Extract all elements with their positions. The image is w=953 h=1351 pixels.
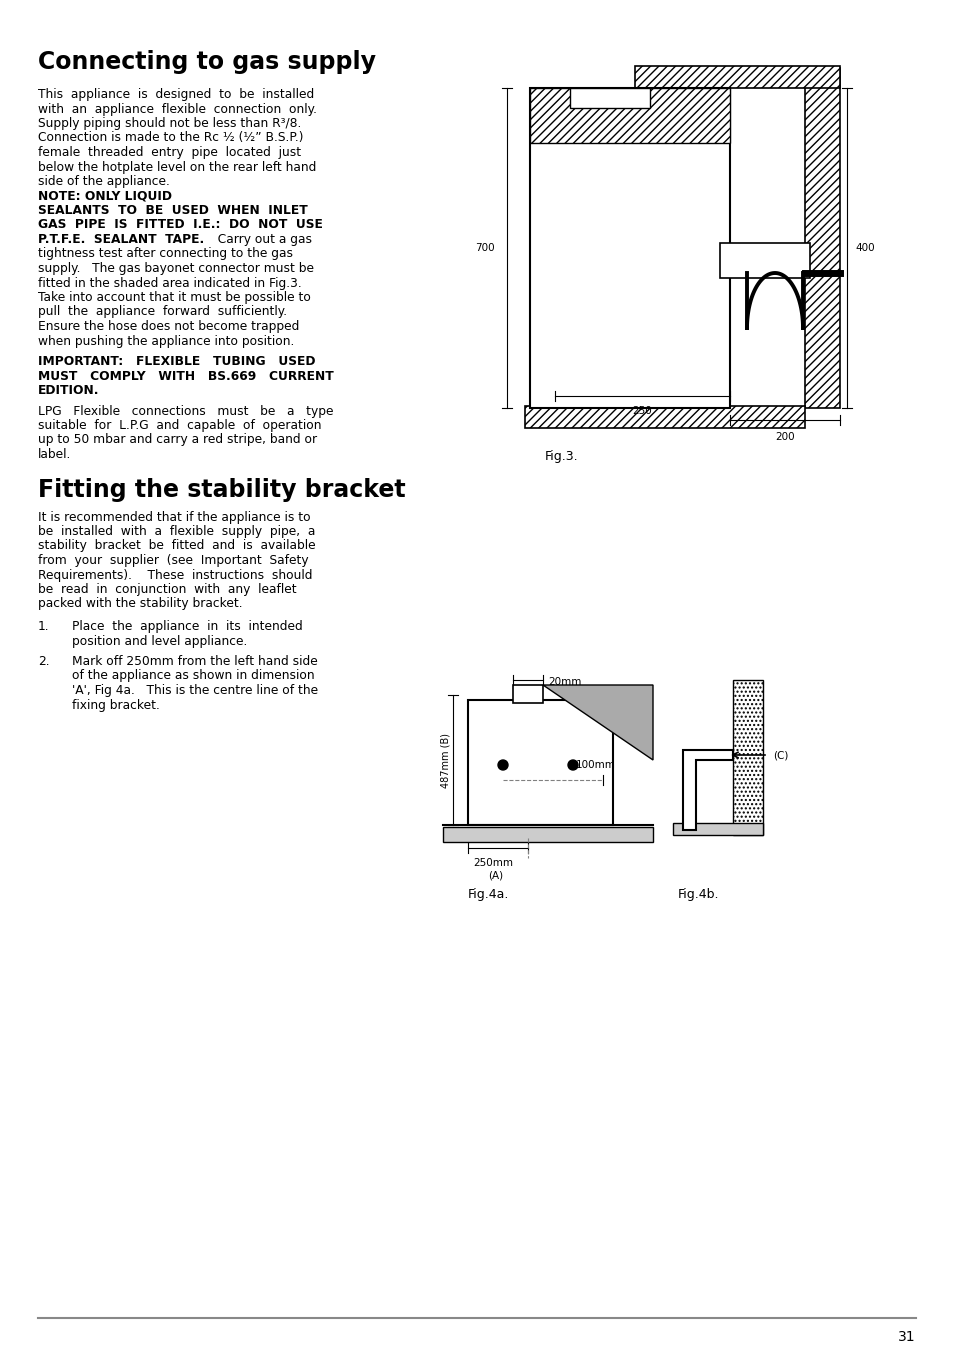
Text: 700: 700 (475, 243, 495, 253)
Text: LPG   Flexible   connections   must   be   a   type: LPG Flexible connections must be a type (38, 404, 334, 417)
Bar (720, 243, 809, 278)
Text: Fig.4b.: Fig.4b. (678, 888, 719, 901)
Text: Requirements).    These  instructions  should: Requirements). These instructions should (38, 569, 313, 581)
Text: (C): (C) (772, 750, 787, 761)
Bar (569, 88, 649, 108)
Bar (468, 700, 613, 825)
Text: position and level appliance.: position and level appliance. (71, 635, 247, 647)
Bar (530, 88, 729, 408)
Text: when pushing the appliance into position.: when pushing the appliance into position… (38, 335, 294, 347)
Text: be  installed  with  a  flexible  supply  pipe,  a: be installed with a flexible supply pipe… (38, 526, 315, 538)
Text: Ensure the hose does not become trapped: Ensure the hose does not become trapped (38, 320, 299, 332)
Text: 2.: 2. (38, 655, 50, 667)
Text: stability  bracket  be  fitted  and  is  available: stability bracket be fitted and is avail… (38, 539, 315, 553)
Text: 400: 400 (854, 243, 874, 253)
Text: with  an  appliance  flexible  connection  only.: with an appliance flexible connection on… (38, 103, 316, 115)
Text: P.T.F.E.  SEALANT  TAPE.: P.T.F.E. SEALANT TAPE. (38, 232, 204, 246)
Text: (A): (A) (488, 870, 502, 880)
Text: fixing bracket.: fixing bracket. (71, 698, 160, 712)
Polygon shape (542, 685, 652, 761)
Text: below the hotplate level on the rear left hand: below the hotplate level on the rear lef… (38, 161, 316, 173)
Text: Connecting to gas supply: Connecting to gas supply (38, 50, 375, 74)
Text: Fig.4a.: Fig.4a. (468, 888, 509, 901)
Text: up to 50 mbar and carry a red stripe, band or: up to 50 mbar and carry a red stripe, ba… (38, 434, 316, 446)
Text: be  read  in  conjunction  with  any  leaflet: be read in conjunction with any leaflet (38, 584, 296, 596)
Text: IMPORTANT:   FLEXIBLE   TUBING   USED: IMPORTANT: FLEXIBLE TUBING USED (38, 355, 315, 367)
Text: 487mm (B): 487mm (B) (440, 732, 451, 788)
Text: 'A', Fig 4a.   This is the centre line of the: 'A', Fig 4a. This is the centre line of … (71, 684, 317, 697)
Bar (732, 680, 762, 835)
Text: Fitting the stability bracket: Fitting the stability bracket (38, 478, 405, 503)
Text: packed with the stability bracket.: packed with the stability bracket. (38, 597, 242, 611)
Text: supply.   The gas bayonet connector must be: supply. The gas bayonet connector must b… (38, 262, 314, 276)
Text: female  threaded  entry  pipe  located  just: female threaded entry pipe located just (38, 146, 301, 159)
Text: label.: label. (38, 449, 71, 461)
Text: MUST   COMPLY   WITH   BS.669   CURRENT: MUST COMPLY WITH BS.669 CURRENT (38, 370, 334, 382)
Text: Connection is made to the Rc ½ (½” B.S.P.): Connection is made to the Rc ½ (½” B.S.P… (38, 131, 303, 145)
Bar (635, 66, 840, 88)
Polygon shape (682, 750, 732, 830)
Text: This  appliance  is  designed  to  be  installed: This appliance is designed to be install… (38, 88, 314, 101)
Text: It is recommended that if the appliance is to: It is recommended that if the appliance … (38, 511, 311, 523)
Text: 20mm: 20mm (547, 677, 580, 688)
Bar (672, 823, 762, 835)
Text: fitted in the shaded area indicated in Fig.3.: fitted in the shaded area indicated in F… (38, 277, 301, 289)
Text: Carry out a gas: Carry out a gas (210, 232, 312, 246)
Text: tightness test after connecting to the gas: tightness test after connecting to the g… (38, 247, 293, 261)
Bar (804, 68, 840, 408)
Text: 250mm: 250mm (473, 858, 513, 867)
Text: Place  the  appliance  in  its  intended: Place the appliance in its intended (71, 620, 302, 634)
Text: Mark off 250mm from the left hand side: Mark off 250mm from the left hand side (71, 655, 317, 667)
Text: Fig.3.: Fig.3. (544, 450, 578, 463)
Text: GAS  PIPE  IS  FITTED  I.E.:  DO  NOT  USE: GAS PIPE IS FITTED I.E.: DO NOT USE (38, 219, 322, 231)
Text: from  your  supplier  (see  Important  Safety: from your supplier (see Important Safety (38, 554, 309, 567)
Text: 200: 200 (775, 432, 794, 442)
Text: 31: 31 (898, 1329, 915, 1344)
Text: 1.: 1. (38, 620, 50, 634)
Text: of the appliance as shown in dimension: of the appliance as shown in dimension (71, 670, 314, 682)
Text: SEALANTS  TO  BE  USED  WHEN  INLET: SEALANTS TO BE USED WHEN INLET (38, 204, 308, 218)
Text: NOTE: ONLY LIQUID: NOTE: ONLY LIQUID (38, 189, 172, 203)
Bar (530, 88, 729, 143)
Bar (442, 827, 652, 842)
Bar (513, 685, 542, 703)
Text: 250: 250 (632, 407, 651, 416)
Text: EDITION.: EDITION. (38, 384, 99, 397)
Text: Take into account that it must be possible to: Take into account that it must be possib… (38, 290, 311, 304)
Text: side of the appliance.: side of the appliance. (38, 176, 170, 188)
Text: 100mm: 100mm (576, 761, 616, 770)
Bar (524, 407, 804, 428)
Text: Supply piping should not be less than R³/8.: Supply piping should not be less than R³… (38, 118, 301, 130)
Text: suitable  for  L.P.G  and  capable  of  operation: suitable for L.P.G and capable of operat… (38, 419, 321, 432)
Text: pull  the  appliance  forward  sufficiently.: pull the appliance forward sufficiently. (38, 305, 287, 319)
Circle shape (497, 761, 507, 770)
Circle shape (567, 761, 578, 770)
